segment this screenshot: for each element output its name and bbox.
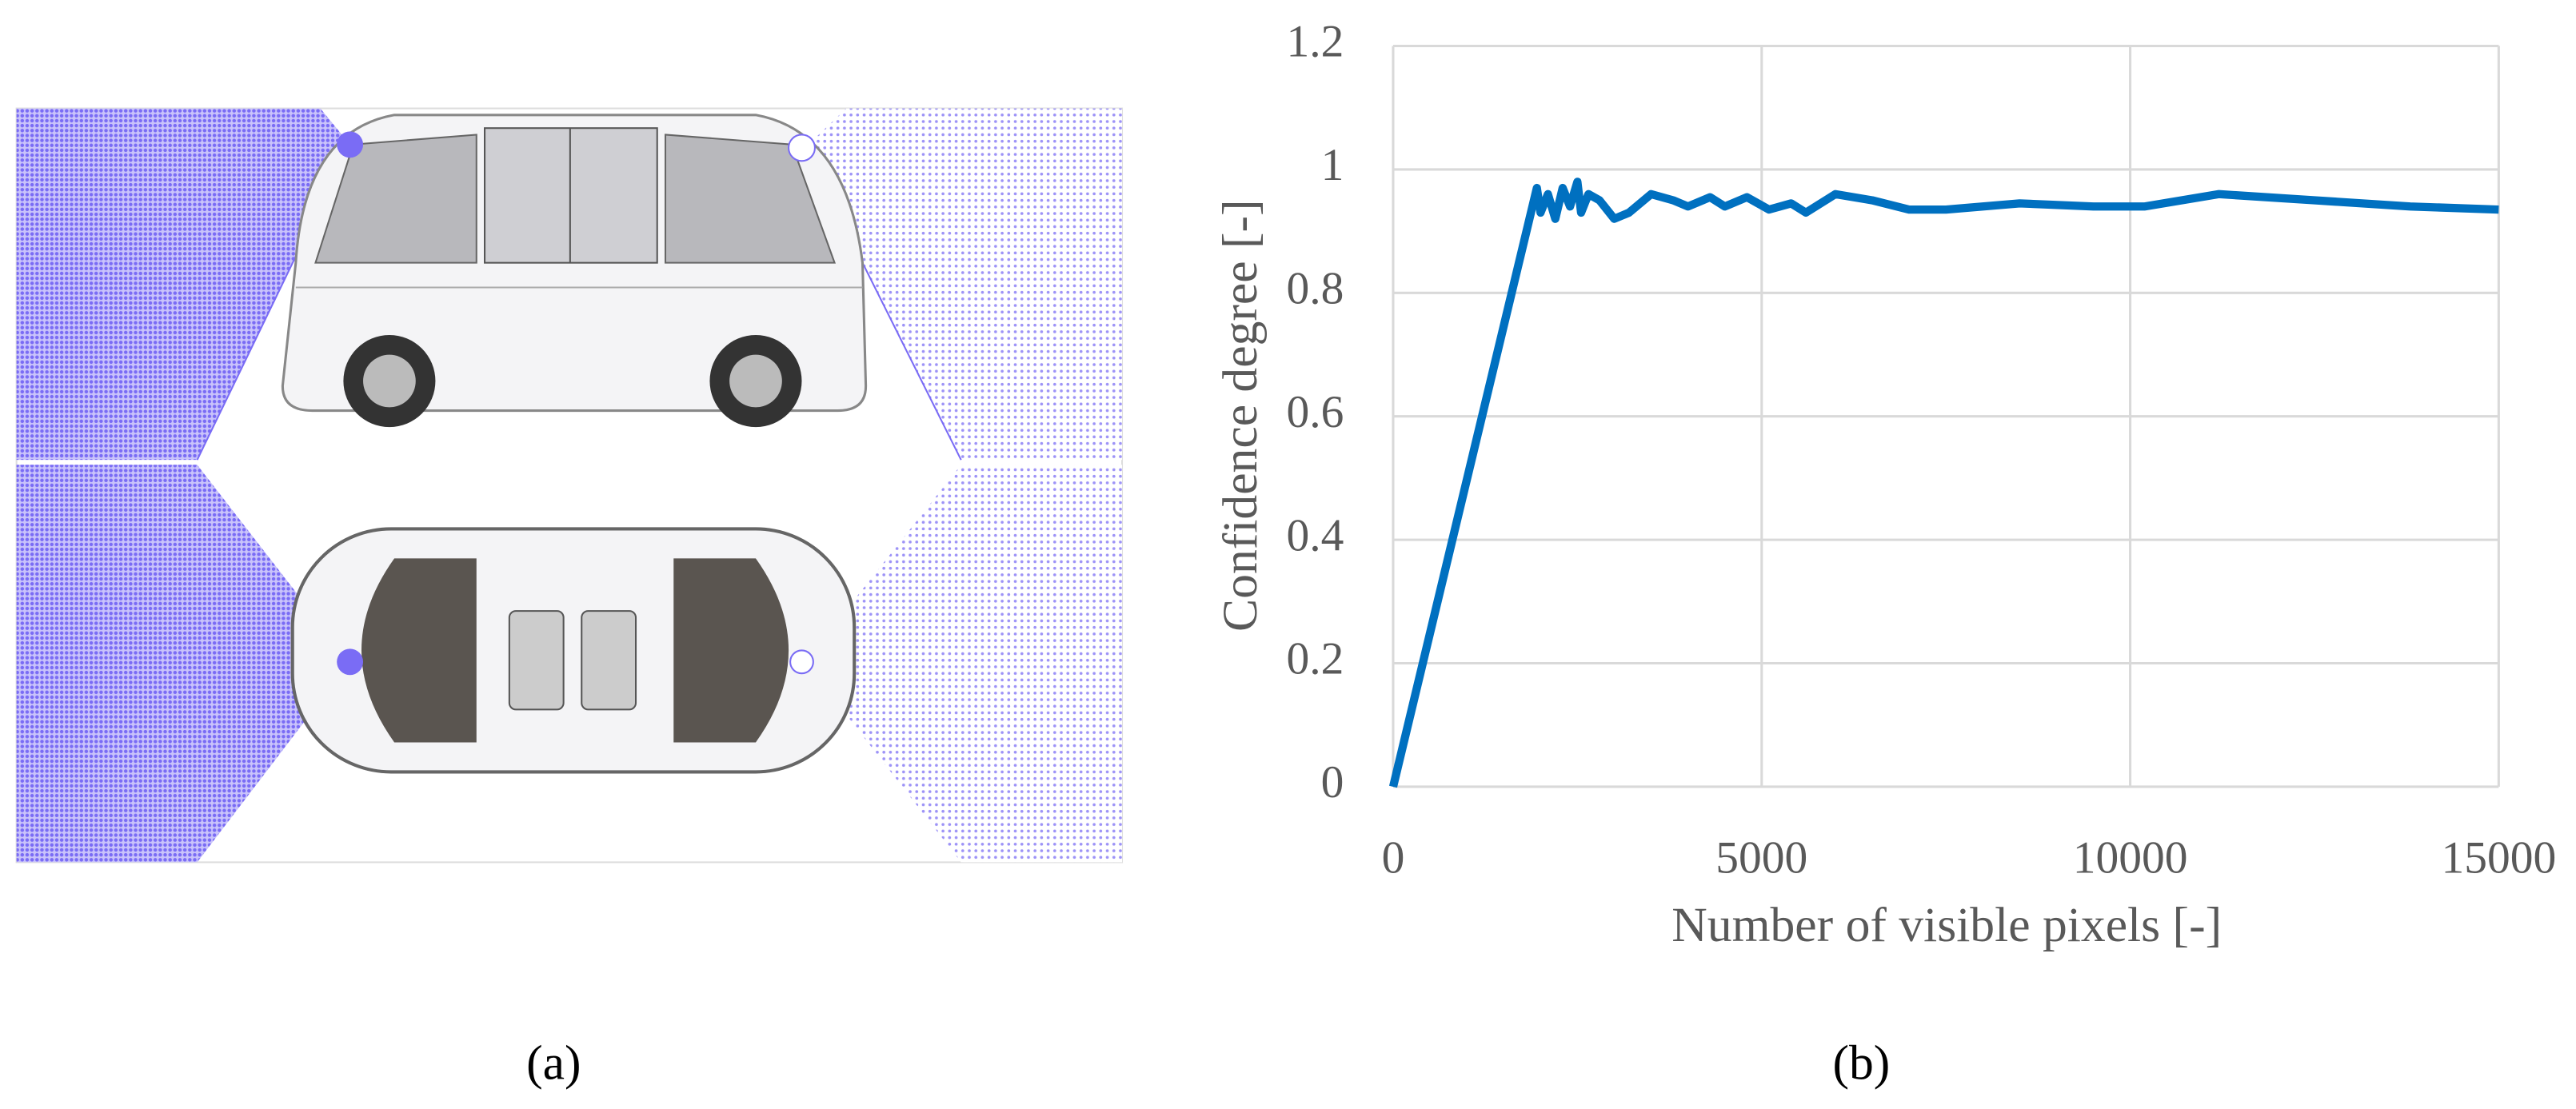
sensor (789, 649, 814, 675)
bus-door (484, 127, 658, 264)
panel-label: (b) (1832, 1035, 1890, 1090)
y-tick-label: 1 (1321, 140, 1344, 190)
roof-window (508, 610, 565, 711)
hub (363, 354, 416, 408)
y-tick-label: 0.6 (1286, 387, 1344, 437)
hub (729, 354, 782, 408)
x-tick-label: 5000 (1715, 833, 1807, 884)
y-axis-label: Confidence degree [-] (1213, 199, 1268, 632)
y-tick-label: 1.2 (1286, 17, 1344, 67)
sensor-field (805, 465, 1123, 863)
windshield (361, 558, 477, 743)
sensor (337, 648, 364, 676)
bus-side (281, 114, 868, 428)
sensor (788, 134, 816, 162)
sensor (337, 131, 364, 158)
windshield (673, 558, 789, 743)
y-tick-label: 0.2 (1286, 634, 1344, 684)
bus-window (664, 134, 837, 264)
x-axis-label: Number of visible pixels [-] (1671, 898, 2222, 952)
data-line (1388, 178, 2499, 788)
illustration (15, 107, 1124, 864)
panel-label: (a) (526, 1035, 581, 1090)
bus-window (314, 134, 477, 264)
sensor-field (16, 465, 350, 863)
bus-top (290, 527, 857, 774)
x-tick-label: 0 (1382, 833, 1405, 884)
x-tick-label: 15000 (2441, 833, 2556, 884)
sensor-field (805, 108, 1123, 461)
y-tick-label: 0.4 (1286, 510, 1344, 560)
x-tick-label: 10000 (2073, 833, 2188, 884)
y-tick-label: 0 (1321, 757, 1344, 808)
roof-window (581, 610, 637, 711)
sensor-field (16, 108, 350, 461)
y-tick-label: 0.8 (1286, 264, 1344, 314)
